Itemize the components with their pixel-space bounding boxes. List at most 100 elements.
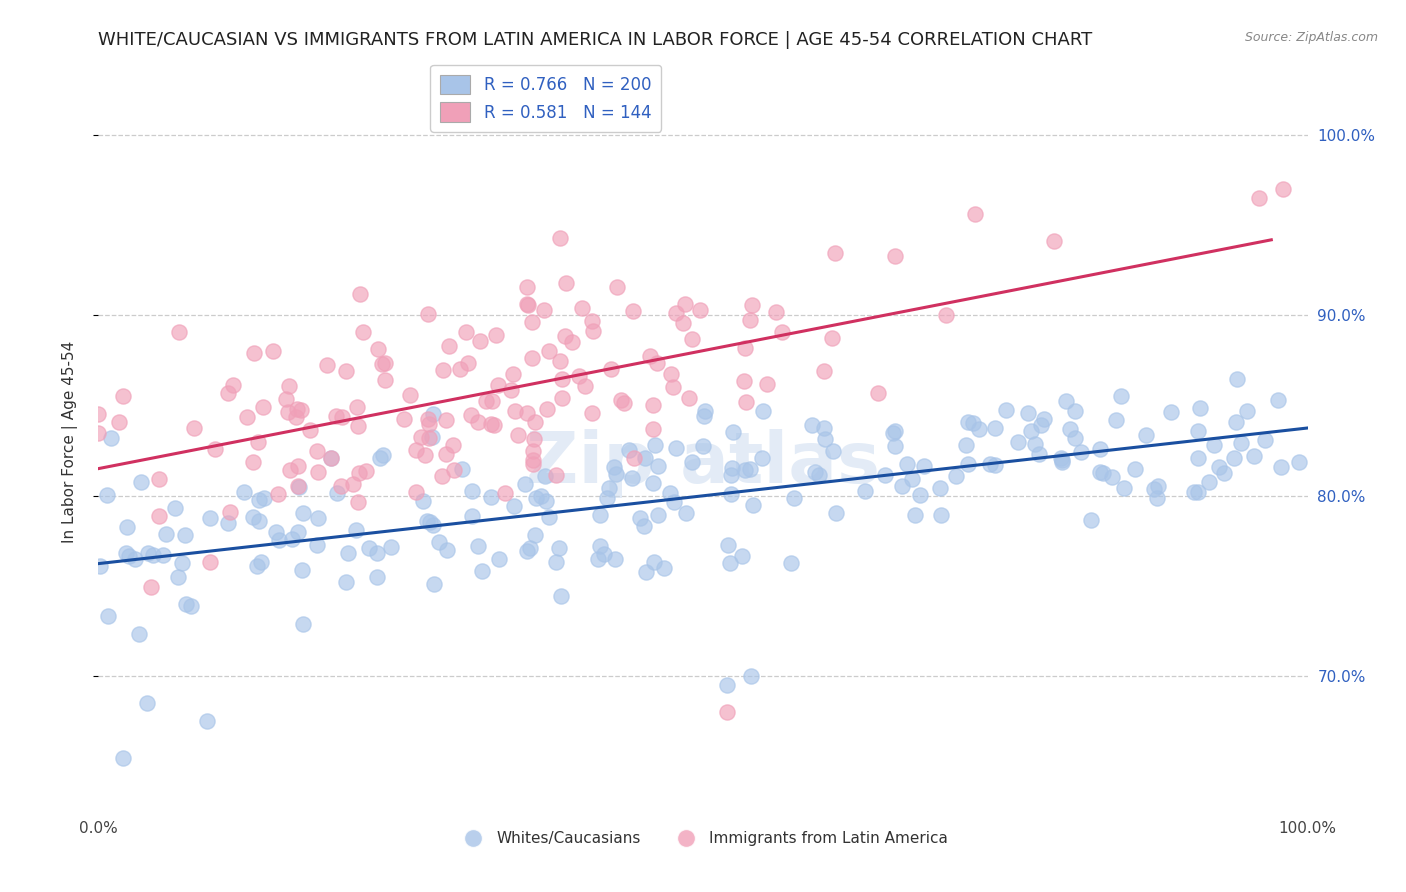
Point	[371, 448, 394, 462]
Point	[148, 509, 170, 524]
Point	[1088, 465, 1111, 479]
Point	[586, 551, 609, 566]
Point	[494, 486, 516, 500]
Point	[1254, 434, 1277, 448]
Point	[349, 286, 371, 301]
Point	[111, 389, 134, 403]
Point	[443, 463, 465, 477]
Point	[141, 548, 163, 562]
Point	[1024, 437, 1046, 451]
Point	[502, 367, 524, 381]
Point	[87, 425, 110, 440]
Point	[195, 714, 218, 729]
Point	[548, 541, 571, 555]
Point	[628, 510, 651, 524]
Point	[461, 483, 484, 498]
Point	[520, 314, 543, 328]
Point	[1019, 424, 1042, 438]
Point	[673, 296, 696, 310]
Point	[900, 472, 922, 486]
Point	[617, 443, 640, 458]
Point	[298, 423, 321, 437]
Point	[517, 298, 540, 312]
Point	[929, 508, 952, 522]
Point	[929, 481, 952, 495]
Point	[508, 428, 530, 442]
Point	[287, 480, 309, 494]
Point	[536, 402, 558, 417]
Point	[128, 626, 150, 640]
Point	[733, 374, 755, 388]
Point	[117, 549, 139, 563]
Point	[717, 538, 740, 552]
Point	[571, 301, 593, 316]
Point	[262, 343, 284, 358]
Point	[658, 486, 681, 500]
Point	[366, 546, 388, 560]
Point	[983, 421, 1005, 435]
Point	[740, 313, 762, 327]
Point	[319, 450, 342, 465]
Point	[855, 483, 877, 498]
Point	[979, 457, 1001, 471]
Point	[180, 599, 202, 613]
Point	[481, 393, 503, 408]
Point	[908, 488, 931, 502]
Point	[174, 597, 197, 611]
Point	[342, 477, 364, 491]
Point	[523, 415, 546, 429]
Point	[291, 563, 314, 577]
Point	[277, 404, 299, 418]
Point	[326, 486, 349, 500]
Point	[516, 296, 538, 310]
Point	[111, 750, 134, 764]
Point	[418, 308, 440, 322]
Point	[945, 468, 967, 483]
Point	[1109, 389, 1132, 403]
Point	[367, 342, 389, 356]
Point	[522, 453, 544, 467]
Point	[346, 523, 368, 537]
Point	[253, 491, 276, 505]
Point	[752, 404, 775, 418]
Point	[307, 443, 329, 458]
Point	[329, 479, 352, 493]
Point	[336, 546, 359, 560]
Point	[198, 555, 221, 569]
Point	[266, 525, 288, 540]
Point	[912, 458, 935, 473]
Point	[659, 367, 682, 381]
Point	[502, 500, 524, 514]
Point	[285, 410, 308, 425]
Point	[418, 417, 440, 431]
Point	[135, 697, 157, 711]
Point	[519, 541, 541, 555]
Point	[716, 706, 738, 720]
Point	[741, 297, 763, 311]
Point	[405, 484, 427, 499]
Point	[172, 557, 194, 571]
Point	[883, 248, 905, 262]
Point	[346, 495, 368, 509]
Point	[824, 245, 846, 260]
Point	[824, 506, 846, 520]
Point	[720, 468, 742, 483]
Point	[287, 458, 309, 473]
Point	[420, 429, 443, 443]
Point	[287, 479, 309, 493]
Point	[984, 458, 1007, 472]
Point	[582, 324, 605, 338]
Point	[460, 409, 482, 423]
Point	[155, 527, 177, 541]
Point	[751, 450, 773, 465]
Point	[589, 539, 612, 553]
Point	[644, 437, 666, 451]
Point	[1184, 485, 1206, 500]
Point	[1007, 435, 1029, 450]
Point	[243, 345, 266, 359]
Point	[813, 364, 835, 378]
Point	[534, 469, 557, 483]
Point	[290, 403, 312, 417]
Point	[1088, 442, 1111, 457]
Point	[97, 608, 120, 623]
